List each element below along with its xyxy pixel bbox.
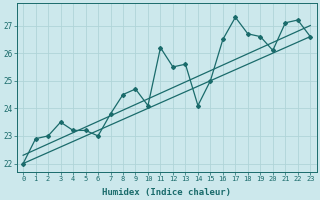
X-axis label: Humidex (Indice chaleur): Humidex (Indice chaleur) <box>102 188 231 197</box>
